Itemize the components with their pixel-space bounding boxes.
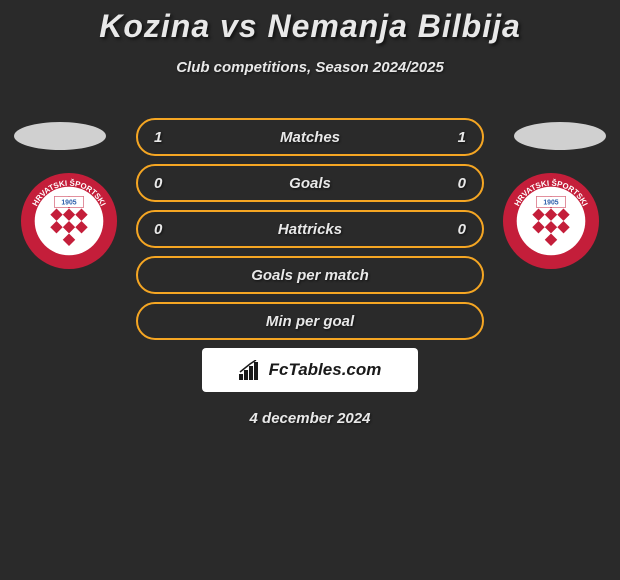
- stat-row: 1 Matches 1: [136, 118, 484, 156]
- stat-label: Goals per match: [251, 267, 369, 284]
- bar-chart-icon: [239, 360, 263, 380]
- footer-date: 4 december 2024: [136, 410, 484, 427]
- page-title: Kozina vs Nemanja Bilbija: [0, 0, 620, 45]
- stat-value-left: 0: [154, 175, 174, 192]
- stat-label: Goals: [289, 175, 331, 192]
- stat-label: Matches: [280, 129, 340, 146]
- comparison-block: 1 Matches 1 0 Goals 0 0 Hattricks 0 Goal…: [0, 118, 620, 427]
- stats-column: 1 Matches 1 0 Goals 0 0 Hattricks 0 Goal…: [136, 118, 484, 427]
- stat-row: Min per goal: [136, 302, 484, 340]
- stat-value-right: 1: [446, 129, 466, 146]
- stat-value-left: 0: [154, 221, 174, 238]
- stat-label: Hattricks: [278, 221, 342, 238]
- branding-box: FcTables.com: [202, 348, 418, 392]
- stat-row: 0 Hattricks 0: [136, 210, 484, 248]
- brand-text: FcTables.com: [269, 360, 382, 380]
- stat-value-left: 1: [154, 129, 174, 146]
- stat-label: Min per goal: [266, 313, 354, 330]
- stat-value-right: 0: [446, 221, 466, 238]
- stat-value-right: 0: [446, 175, 466, 192]
- stat-row: 0 Goals 0: [136, 164, 484, 202]
- page-subtitle: Club competitions, Season 2024/2025: [0, 59, 620, 76]
- stat-row: Goals per match: [136, 256, 484, 294]
